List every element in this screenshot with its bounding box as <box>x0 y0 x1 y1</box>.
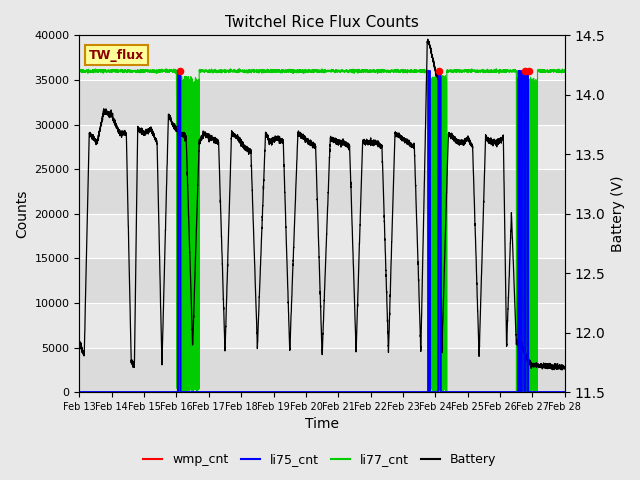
Bar <box>79 258 565 303</box>
Point <box>524 67 534 75</box>
Y-axis label: Battery (V): Battery (V) <box>611 176 625 252</box>
Point <box>434 67 444 75</box>
Bar <box>79 169 565 214</box>
Bar <box>79 303 565 348</box>
Point <box>520 67 530 75</box>
Point <box>175 67 185 75</box>
Title: Twitchel Rice Flux Counts: Twitchel Rice Flux Counts <box>225 15 419 30</box>
Legend: wmp_cnt, li75_cnt, li77_cnt, Battery: wmp_cnt, li75_cnt, li77_cnt, Battery <box>138 448 502 471</box>
Y-axis label: Counts: Counts <box>15 190 29 238</box>
Bar <box>79 80 565 124</box>
Bar <box>79 36 565 80</box>
X-axis label: Time: Time <box>305 418 339 432</box>
Bar <box>79 124 565 169</box>
Bar <box>79 348 565 392</box>
Bar <box>79 214 565 258</box>
Text: TW_flux: TW_flux <box>89 48 145 61</box>
